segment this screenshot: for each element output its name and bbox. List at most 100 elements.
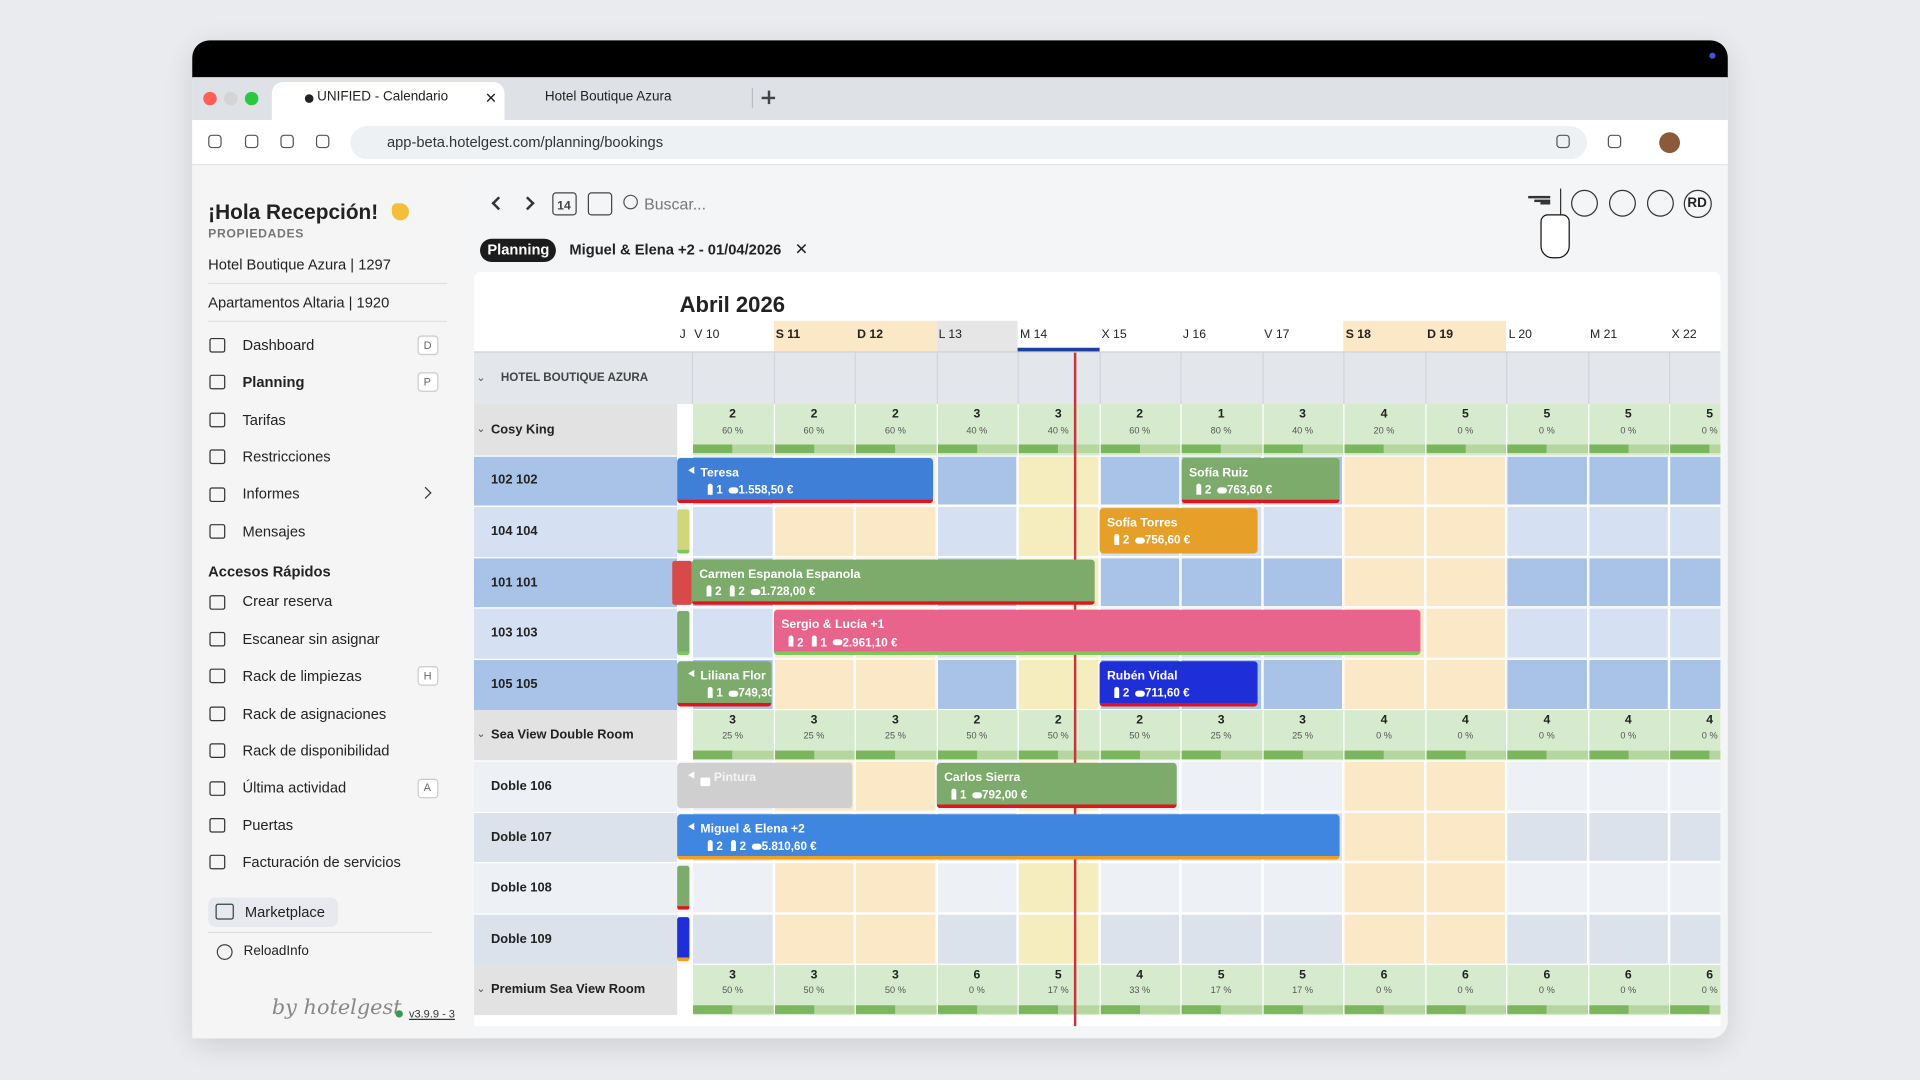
calendar-cell[interactable] xyxy=(1017,913,1099,965)
calendar-cell[interactable] xyxy=(854,658,937,710)
nav-label[interactable]: Rack de asignaciones xyxy=(242,704,387,722)
calendar-cell[interactable] xyxy=(1587,455,1669,506)
chip-label[interactable]: Planning xyxy=(487,240,550,259)
window-button[interactable] xyxy=(224,91,238,106)
nav-icon[interactable] xyxy=(209,743,226,759)
chip-remove[interactable]: ✕ xyxy=(794,240,809,259)
calendar-cell[interactable] xyxy=(1098,913,1181,965)
nav-label[interactable]: Planning xyxy=(242,373,305,391)
bookmark-button[interactable] xyxy=(1556,134,1570,149)
nav-label[interactable]: Escanear sin asignar xyxy=(242,630,380,648)
room-type[interactable]: Sea View Double Room xyxy=(491,727,634,743)
nav-icon[interactable] xyxy=(209,631,226,647)
menu-line[interactable] xyxy=(1534,198,1551,202)
booking-stub[interactable] xyxy=(672,560,692,605)
room-name[interactable]: 103 103 xyxy=(491,625,538,641)
room-name[interactable]: 102 102 xyxy=(491,473,538,488)
room-name[interactable]: 104 104 xyxy=(491,523,538,539)
calendar-cell[interactable] xyxy=(936,455,1018,506)
booking[interactable]: Teresa 1 1.558,50 € xyxy=(677,457,934,503)
calendar-cell[interactable] xyxy=(773,862,855,914)
calendar-cell[interactable] xyxy=(1261,862,1344,914)
marketplace[interactable]: Marketplace xyxy=(244,903,325,921)
day-label[interactable]: X 22 xyxy=(1671,328,1697,342)
calendar-cell[interactable] xyxy=(1343,913,1425,965)
calendar-cell[interactable] xyxy=(1424,658,1507,710)
day-label[interactable]: X 15 xyxy=(1101,328,1127,342)
calendar-cell[interactable] xyxy=(1587,556,1669,608)
calendar-cell[interactable] xyxy=(1668,811,1721,863)
tab-title[interactable]: UNIFIED - Calendario xyxy=(317,89,449,105)
calendar-cell[interactable] xyxy=(936,658,1018,710)
nav-icon[interactable] xyxy=(209,449,226,465)
room-name[interactable]: Doble 106 xyxy=(491,778,552,794)
calendar-cell[interactable] xyxy=(1261,913,1344,965)
collapse-arrow[interactable]: ⌄ xyxy=(476,370,486,383)
property[interactable]: Hotel Boutique Azura | 1297 xyxy=(208,255,391,273)
calendar-cell[interactable] xyxy=(1424,760,1507,812)
booking[interactable]: Carmen Espanola Espanola 2 2 1.728,00 € xyxy=(691,559,1095,605)
tab-close[interactable]: ✕ xyxy=(484,89,498,107)
calendar-cell[interactable] xyxy=(1668,556,1721,608)
calendar-cell[interactable] xyxy=(1017,658,1099,710)
day-label[interactable]: M 21 xyxy=(1590,328,1618,342)
calendar-cell[interactable] xyxy=(1261,760,1344,812)
calendar-cell[interactable] xyxy=(854,913,937,965)
window-button[interactable] xyxy=(203,91,217,106)
nav-icon[interactable] xyxy=(209,412,226,428)
calendar-cell[interactable] xyxy=(773,913,855,965)
nav-icon[interactable] xyxy=(209,668,226,684)
calendar-cell[interactable] xyxy=(1587,505,1669,557)
reload-icon[interactable] xyxy=(216,944,233,961)
calendar-cell[interactable] xyxy=(1587,811,1669,863)
reload[interactable]: ReloadInfo xyxy=(243,944,309,960)
booking[interactable]: Liliana Flor 1 749,30 € xyxy=(677,661,772,707)
calendar-cell[interactable] xyxy=(1017,505,1099,557)
calendar-cell[interactable] xyxy=(1180,913,1262,965)
new-tab[interactable] xyxy=(767,90,770,105)
url[interactable]: app-beta.hotelgest.com/planning/bookings xyxy=(386,133,664,151)
calendar-cell[interactable] xyxy=(1424,556,1507,608)
icon-button[interactable] xyxy=(1571,189,1598,217)
calendar-cell[interactable] xyxy=(1343,455,1425,506)
nav-icon[interactable] xyxy=(209,337,226,353)
calendar-cell[interactable] xyxy=(1343,556,1425,608)
calendar-cell[interactable] xyxy=(1506,658,1588,710)
calendar-cell[interactable] xyxy=(1017,862,1099,914)
calendar-cell[interactable] xyxy=(1343,811,1425,863)
day-label[interactable]: V 17 xyxy=(1264,328,1290,342)
calendar-cell[interactable] xyxy=(691,505,774,557)
day-label[interactable]: D 19 xyxy=(1427,328,1454,342)
room-name[interactable]: 105 105 xyxy=(491,676,538,692)
calendar-cell[interactable] xyxy=(773,658,855,710)
nav-icon[interactable] xyxy=(209,817,226,833)
nav-icon[interactable] xyxy=(209,524,226,539)
nav-label[interactable]: Crear reserva xyxy=(242,593,333,611)
calendar-cell[interactable] xyxy=(936,505,1018,557)
nav-label[interactable]: Rack de disponibilidad xyxy=(242,741,390,760)
nav-icon[interactable] xyxy=(209,706,226,721)
search-input[interactable]: Buscar... xyxy=(644,194,707,214)
nav-label[interactable]: Mensajes xyxy=(242,522,306,540)
calendar-cell[interactable] xyxy=(1017,455,1099,506)
url-field[interactable] xyxy=(350,126,1587,160)
calendar-cell[interactable] xyxy=(1261,658,1344,710)
nav-label[interactable]: Puertas xyxy=(242,816,294,834)
nav-label[interactable]: Restricciones xyxy=(242,448,331,466)
collapse-arrow[interactable]: ⌄ xyxy=(476,421,486,435)
extensions-button[interactable] xyxy=(1607,134,1622,149)
calendar-cell[interactable] xyxy=(1343,505,1425,557)
calendar-cell[interactable] xyxy=(1587,658,1669,710)
icon-button[interactable] xyxy=(1646,189,1674,217)
day-label[interactable]: M 14 xyxy=(1020,328,1048,342)
day-label[interactable]: J 16 xyxy=(1182,328,1207,342)
calendar-cell[interactable] xyxy=(1261,505,1344,557)
calendar-cell[interactable] xyxy=(1424,913,1507,965)
room-name[interactable]: Doble 109 xyxy=(491,931,552,947)
calendar-cell[interactable] xyxy=(691,607,774,659)
calendar-cell[interactable] xyxy=(1668,607,1721,659)
calendar-cell[interactable] xyxy=(1506,811,1588,863)
calendar-cell[interactable] xyxy=(1506,556,1588,608)
calendar-cell[interactable] xyxy=(691,913,774,965)
calendar-cell[interactable] xyxy=(1180,760,1262,812)
